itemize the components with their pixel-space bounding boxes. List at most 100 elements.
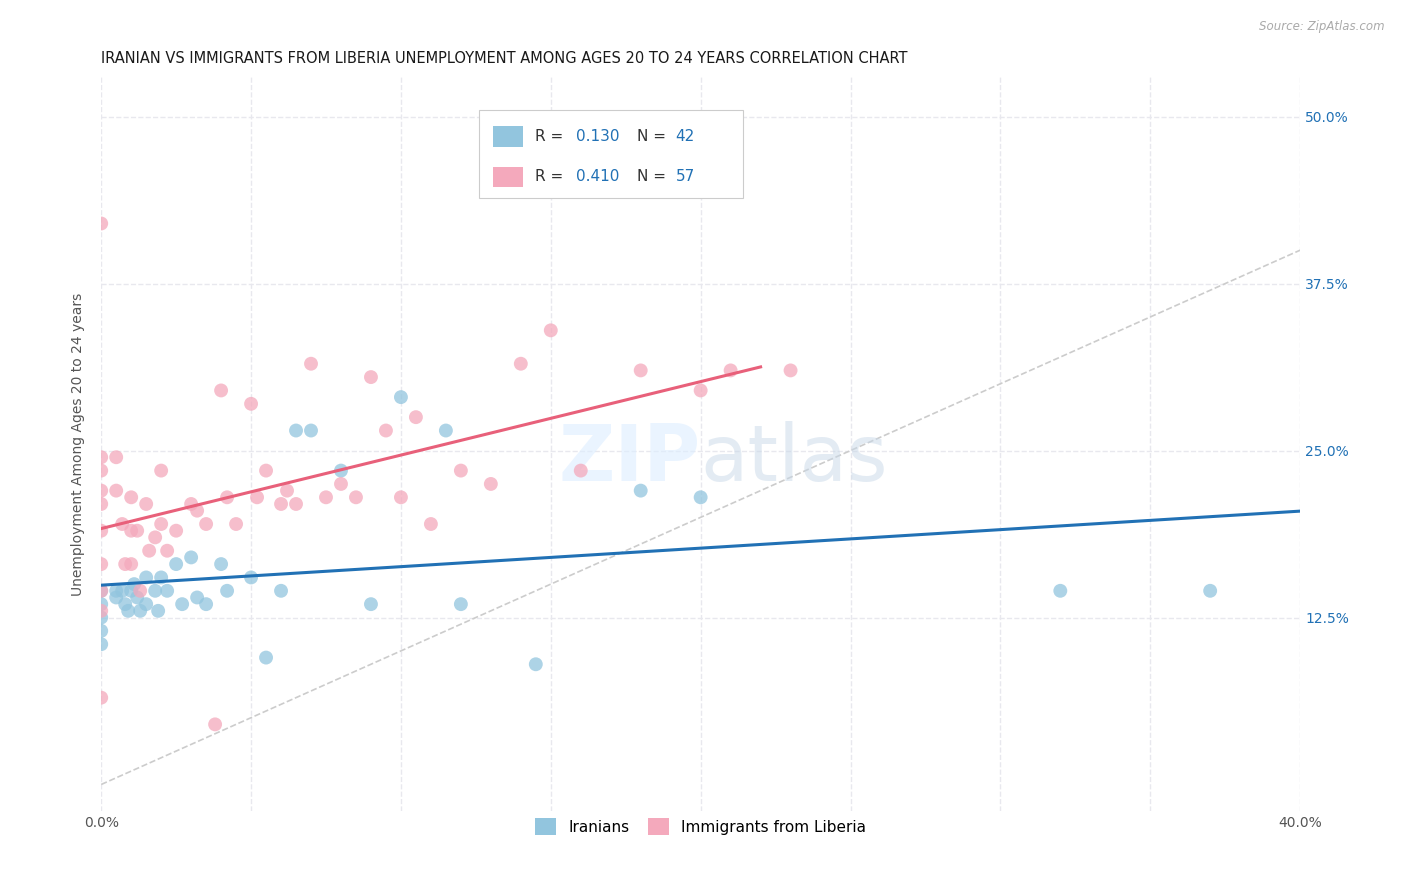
Point — [90, 604, 112, 618]
FancyBboxPatch shape — [479, 110, 742, 198]
Text: 0.410: 0.410 — [576, 169, 619, 185]
Point — [450, 464, 472, 478]
Point — [450, 597, 472, 611]
Point — [90, 583, 112, 598]
Point — [105, 450, 128, 465]
Point — [90, 597, 112, 611]
Text: ZIP: ZIP — [558, 420, 700, 497]
Point — [524, 657, 547, 672]
Point — [143, 530, 166, 544]
Point — [204, 717, 226, 731]
Point — [285, 424, 308, 438]
Text: N =: N = — [637, 169, 671, 185]
Point — [90, 610, 112, 624]
Point — [186, 591, 208, 605]
Point — [299, 357, 322, 371]
Point — [276, 483, 298, 498]
Point — [172, 597, 194, 611]
Point — [217, 583, 239, 598]
Point — [127, 524, 149, 538]
Point — [209, 557, 232, 571]
Text: IRANIAN VS IMMIGRANTS FROM LIBERIA UNEMPLOYMENT AMONG AGES 20 TO 24 YEARS CORREL: IRANIAN VS IMMIGRANTS FROM LIBERIA UNEMP… — [101, 51, 908, 66]
Text: R =: R = — [536, 169, 568, 185]
Point — [217, 491, 239, 505]
Point — [165, 557, 187, 571]
Point — [405, 410, 427, 425]
Point — [90, 624, 112, 638]
Point — [254, 464, 277, 478]
Point — [360, 597, 382, 611]
Point — [246, 491, 269, 505]
Point — [146, 604, 169, 618]
Point — [90, 637, 112, 651]
Text: 57: 57 — [675, 169, 695, 185]
Point — [120, 491, 142, 505]
Point — [135, 570, 157, 584]
Point — [509, 357, 531, 371]
Point — [156, 583, 179, 598]
Point — [240, 397, 263, 411]
Point — [569, 464, 592, 478]
Point — [90, 450, 112, 465]
Text: Source: ZipAtlas.com: Source: ZipAtlas.com — [1260, 20, 1385, 33]
Point — [389, 390, 412, 404]
Point — [150, 464, 173, 478]
Point — [389, 491, 412, 505]
Point — [285, 497, 308, 511]
Point — [165, 524, 187, 538]
Point — [90, 557, 112, 571]
Point — [540, 323, 562, 337]
Point — [360, 370, 382, 384]
Point — [299, 424, 322, 438]
Point — [120, 583, 142, 598]
Point — [630, 483, 652, 498]
Point — [1199, 583, 1222, 598]
Point — [330, 477, 353, 491]
Legend: Iranians, Immigrants from Liberia: Iranians, Immigrants from Liberia — [526, 809, 876, 844]
Point — [434, 424, 457, 438]
Point — [135, 497, 157, 511]
Point — [240, 570, 263, 584]
Point — [156, 543, 179, 558]
Point — [111, 583, 134, 598]
Point — [90, 524, 112, 538]
FancyBboxPatch shape — [494, 167, 523, 187]
Point — [479, 477, 502, 491]
Point — [225, 516, 247, 531]
Y-axis label: Unemployment Among Ages 20 to 24 years: Unemployment Among Ages 20 to 24 years — [72, 293, 86, 596]
Point — [150, 516, 173, 531]
Point — [114, 557, 136, 571]
Point — [111, 516, 134, 531]
FancyBboxPatch shape — [494, 127, 523, 146]
Point — [689, 384, 711, 398]
Point — [186, 503, 208, 517]
Point — [135, 597, 157, 611]
Point — [129, 583, 152, 598]
Point — [195, 516, 218, 531]
Point — [1049, 583, 1071, 598]
Point — [180, 550, 202, 565]
Text: N =: N = — [637, 128, 671, 144]
Point — [122, 577, 145, 591]
Point — [90, 497, 112, 511]
Point — [117, 604, 139, 618]
Point — [114, 597, 136, 611]
Point — [90, 583, 112, 598]
Point — [374, 424, 396, 438]
Point — [120, 557, 142, 571]
Text: atlas: atlas — [700, 420, 889, 497]
Point — [90, 690, 112, 705]
Point — [105, 583, 128, 598]
Point — [195, 597, 218, 611]
Point — [150, 570, 173, 584]
Point — [120, 524, 142, 538]
Point — [209, 384, 232, 398]
Point — [90, 217, 112, 231]
Point — [105, 591, 128, 605]
Point — [344, 491, 367, 505]
Point — [689, 491, 711, 505]
Point — [180, 497, 202, 511]
Point — [143, 583, 166, 598]
Text: R =: R = — [536, 128, 568, 144]
Point — [630, 363, 652, 377]
